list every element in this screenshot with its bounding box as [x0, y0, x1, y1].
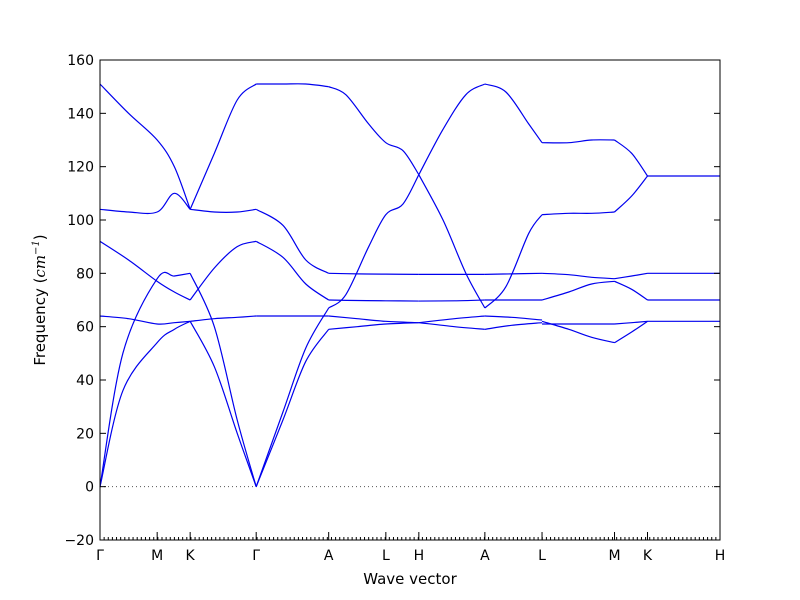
- band-segment-25: [418, 83, 486, 175]
- band-segment-34: [484, 315, 543, 321]
- band-segment-44: [614, 272, 648, 280]
- y-axis: −20 0 20 40 60 80 100 120 140 160: [64, 53, 720, 549]
- band-segment-16: [255, 307, 330, 487]
- y-tick-label: 0: [85, 480, 94, 496]
- band-segment-20: [328, 272, 419, 275]
- y-axis-title: Frequency (cm−1): [31, 234, 49, 365]
- band-segment-39: [541, 280, 615, 301]
- band-segment-30: [484, 83, 543, 144]
- y-tick-label: 20: [76, 426, 94, 442]
- x-tick-label: K: [643, 548, 653, 564]
- x-tick-label: M: [608, 548, 620, 564]
- y-tick-label: 40: [76, 373, 94, 389]
- x-tick-label: H: [715, 548, 726, 564]
- y-tick-label: 60: [76, 320, 94, 336]
- band-segment-23: [328, 322, 419, 330]
- band-segment-2: [99, 240, 191, 301]
- band-segment-13: [255, 208, 329, 274]
- x-tick-label: M: [151, 548, 163, 564]
- band-segment-11: [189, 321, 257, 487]
- y-tick-label: 80: [76, 266, 94, 282]
- band-segment-31: [484, 214, 543, 309]
- band-segment-35: [484, 322, 543, 330]
- x-tick-label: A: [324, 548, 334, 564]
- band-segment-7: [189, 83, 257, 210]
- band-segment-41: [541, 320, 615, 344]
- band-segment-0: [99, 83, 191, 210]
- x-tick-label: L: [382, 548, 390, 564]
- band-segment-28: [418, 315, 485, 324]
- band-segment-14: [255, 240, 330, 301]
- band-segment-17: [255, 328, 330, 487]
- x-tick-label: K: [186, 548, 196, 564]
- band-segment-22: [328, 315, 419, 324]
- x-tick-label: L: [538, 548, 546, 564]
- band-segment-32: [484, 272, 543, 275]
- band-segment-42: [614, 139, 649, 177]
- y-tick-label: −20: [64, 533, 94, 549]
- plot-frame: [99, 59, 721, 541]
- band-segment-12: [256, 83, 329, 88]
- band-segment-21: [328, 299, 419, 302]
- band-segment-5: [99, 320, 191, 487]
- band-segment-37: [541, 211, 615, 216]
- y-tick-label: 120: [67, 160, 94, 176]
- x-tick-label: H: [414, 548, 425, 564]
- y-tick-label: 160: [67, 53, 94, 69]
- y-tick-label: 100: [67, 213, 94, 229]
- band-segment-45: [614, 280, 648, 301]
- band-segment-29: [418, 322, 485, 330]
- band-segment-18: [328, 86, 420, 176]
- band-segment-4: [99, 271, 191, 487]
- band-segment-19: [328, 174, 420, 309]
- x-tick-label: Γ: [252, 548, 260, 564]
- band-segment-27: [418, 299, 485, 302]
- band-segment-36: [542, 139, 615, 144]
- band-segment-3: [99, 315, 191, 325]
- band-segment-1: [99, 192, 191, 215]
- band-segment-8: [189, 240, 257, 301]
- band-segment-9: [190, 315, 257, 322]
- band-segment-38: [541, 272, 615, 280]
- band-lines: [99, 83, 720, 487]
- x-axis-title: Wave vector: [363, 570, 457, 588]
- y-axis-unit-exponent: −1: [31, 240, 42, 255]
- y-axis-unit: cm: [31, 255, 49, 278]
- band-segment-10: [189, 273, 257, 487]
- y-axis-title-text: Frequency: [31, 288, 49, 366]
- x-tick-label: A: [480, 548, 490, 564]
- band-segment-43: [614, 175, 648, 213]
- band-segment-6: [190, 208, 257, 213]
- band-segment-24: [418, 174, 486, 309]
- x-tick-label: Γ: [96, 548, 104, 564]
- band-segment-46: [614, 320, 648, 325]
- y-tick-label: 140: [67, 106, 94, 122]
- band-segment-47: [614, 320, 648, 344]
